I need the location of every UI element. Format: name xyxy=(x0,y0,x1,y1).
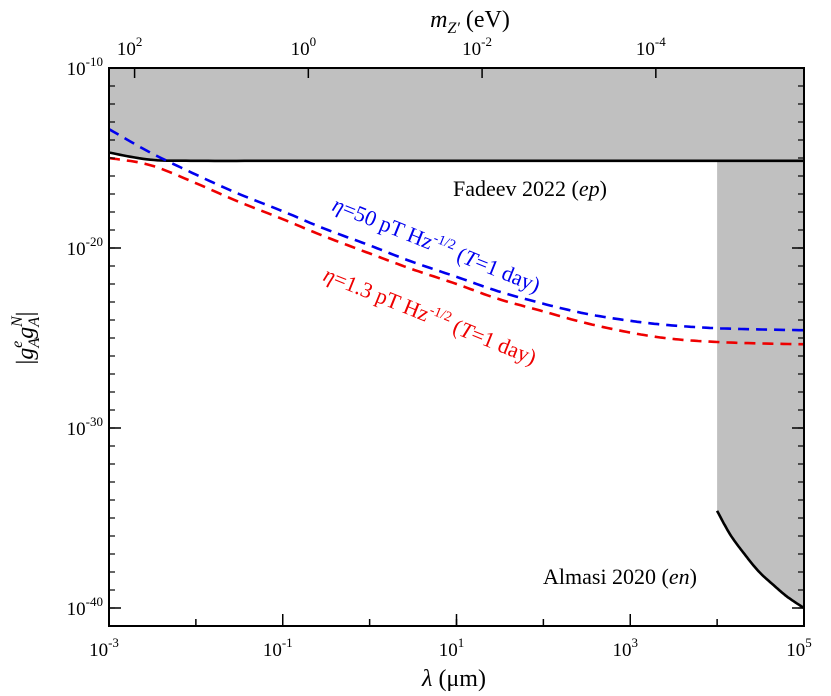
x-tick-label-2: 101 xyxy=(439,635,465,661)
y-tick-label-2-base: 10 xyxy=(67,419,86,440)
y-g1-sup: e xyxy=(9,341,26,348)
y-tick-label-2-exp: -30 xyxy=(86,414,103,429)
eta-50-curve xyxy=(108,128,804,332)
almasi-italic: en xyxy=(669,564,690,589)
x-tick-label-4: 105 xyxy=(786,635,812,661)
x2-tick-label-3-exp: -4 xyxy=(655,34,666,49)
y-tick-label-1-exp: -20 xyxy=(86,234,103,249)
x-tick-label-3-exp: 3 xyxy=(632,635,639,650)
fadeev-2022-excluded-region xyxy=(109,68,804,161)
almasi-2020-excluded-region xyxy=(717,160,804,609)
x2-tick-label-2: 10-2 xyxy=(462,34,492,60)
x2-tick-label-0-base: 10 xyxy=(117,39,136,60)
x2-tick-label-1: 100 xyxy=(291,34,317,60)
top-axis-symbol: m xyxy=(430,7,447,33)
fadeev-close: ) xyxy=(600,176,607,201)
almasi-close: ) xyxy=(690,564,697,589)
eta-50-pre: =50 pT Hz xyxy=(339,196,437,255)
almasi-2020-label: Almasi 2020 (en) xyxy=(543,564,697,589)
x-axis-unit: (μm) xyxy=(432,666,486,692)
x2-tick-label-3: 10-4 xyxy=(636,34,666,60)
y-bar-open: | xyxy=(13,360,39,365)
y-tick-label-3: 10-40 xyxy=(67,594,103,620)
x-tick-label-4-exp: 5 xyxy=(805,635,812,650)
x2-tick-label-1-base: 10 xyxy=(291,39,310,60)
x-tick-label-2-base: 10 xyxy=(439,640,458,661)
y-tick-label-1-base: 10 xyxy=(67,239,86,260)
y-tick-label-2: 10-30 xyxy=(67,414,103,440)
eta-1-3-post: =1 day) xyxy=(468,321,540,370)
x-tick-label-1-exp: -1 xyxy=(282,635,293,650)
eta-1-3-pre: =1.3 pT Hz xyxy=(330,266,433,327)
x2-tick-label-3-base: 10 xyxy=(636,39,655,60)
x2-tick-label-1-exp: 0 xyxy=(310,34,317,49)
exclusion-regions xyxy=(109,68,804,609)
eta-1-3-curve xyxy=(108,156,804,346)
y-tick-label-0: 10-10 xyxy=(67,54,103,80)
y-g2: g xyxy=(13,327,39,339)
x-tick-label-2-exp: 1 xyxy=(458,635,465,650)
eta-50-post: =1 day) xyxy=(472,249,544,298)
y-tick-label-1: 10-20 xyxy=(67,234,103,260)
x-tick-label-0: 10-3 xyxy=(89,635,119,661)
top-axis-sub: Z′ xyxy=(447,20,460,37)
x2-tick-label-0-exp: 2 xyxy=(136,34,143,49)
y-tick-label-0-base: 10 xyxy=(67,59,86,80)
top-axis-label: mZ′ (eV) xyxy=(430,7,510,37)
x2-tick-label-0: 102 xyxy=(117,34,143,60)
fadeev-italic: ep xyxy=(579,176,600,201)
x-tick-label-3-base: 10 xyxy=(613,640,632,661)
y-g2-sup: N xyxy=(9,315,26,328)
y-bar-close: | xyxy=(13,312,39,317)
x-tick-label-4-base: 10 xyxy=(786,640,805,661)
top-axis-unit: (eV) xyxy=(460,7,510,33)
x-axis-label: λ (μm) xyxy=(421,666,486,692)
x-tick-label-0-exp: -3 xyxy=(108,635,119,650)
x-tick-label-1: 10-1 xyxy=(263,635,293,661)
almasi-text: Almasi 2020 ( xyxy=(543,564,669,589)
x2-tick-label-2-exp: -2 xyxy=(481,34,492,49)
x2-tick-label-2-base: 10 xyxy=(462,39,481,60)
series-layer xyxy=(108,128,805,610)
y-tick-label-3-base: 10 xyxy=(67,599,86,620)
y-g1: g xyxy=(13,348,39,360)
y-tick-label-3-exp: -40 xyxy=(86,594,103,609)
y-axis-label: |gAegAN| xyxy=(9,312,43,365)
almasi-2020-curve xyxy=(715,510,805,610)
x-tick-label-0-base: 10 xyxy=(89,640,108,661)
y-g1-sub: A xyxy=(26,338,43,349)
fadeev-text: Fadeev 2022 ( xyxy=(453,176,579,201)
x-axis-symbol: λ xyxy=(421,666,432,692)
fadeev-2022-label: Fadeev 2022 (ep) xyxy=(453,176,607,201)
y-g2-sub: A xyxy=(26,317,43,328)
x-tick-label-1-base: 10 xyxy=(263,640,282,661)
x-tick-label-3: 103 xyxy=(613,635,639,661)
y-tick-label-0-exp: -10 xyxy=(86,54,103,69)
fadeev-2022-curve xyxy=(108,151,804,163)
